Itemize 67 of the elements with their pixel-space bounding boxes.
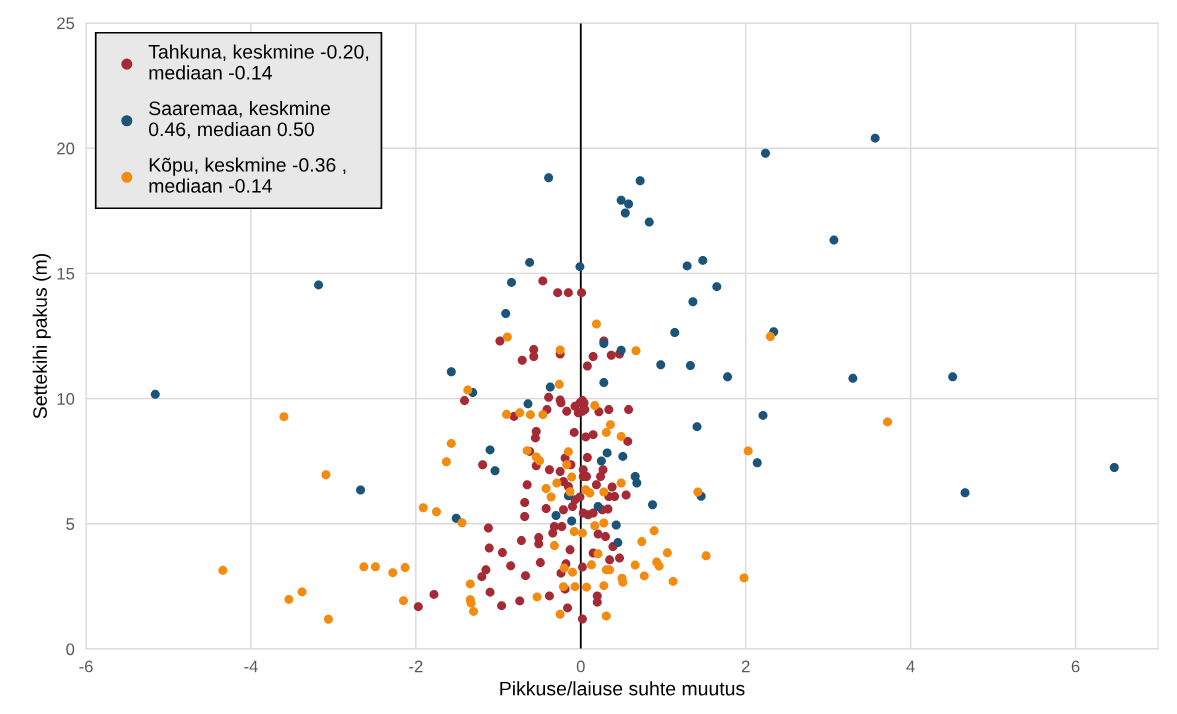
point [656, 360, 666, 370]
point [593, 502, 603, 512]
y-tick-label: 10 [57, 393, 75, 405]
point [446, 367, 456, 377]
x-tick-label: -2 [409, 660, 423, 673]
point [501, 308, 511, 318]
x-tick-label: -6 [79, 660, 93, 673]
point [523, 399, 533, 409]
point [150, 389, 160, 399]
point [698, 255, 708, 265]
point [670, 327, 680, 337]
point [1109, 462, 1119, 472]
point [544, 173, 554, 183]
point [613, 538, 623, 548]
point [575, 262, 585, 272]
x-tick-label: 6 [1071, 660, 1080, 673]
point [451, 513, 461, 523]
point [692, 422, 702, 432]
point [551, 511, 561, 521]
y-tick-label: 20 [57, 142, 75, 155]
point [596, 456, 606, 466]
point [948, 372, 958, 382]
point [620, 208, 630, 218]
point [712, 282, 722, 292]
point [567, 516, 577, 526]
point [616, 345, 626, 355]
point [829, 235, 839, 245]
point [644, 217, 654, 227]
point [618, 451, 628, 461]
x-tick-label: 2 [741, 660, 750, 673]
point [870, 133, 880, 143]
point [485, 445, 495, 455]
point [685, 361, 695, 371]
y-tick-label: 25 [57, 17, 75, 30]
x-axis-title: Pikkuse/laiuse suhte muutus [500, 681, 745, 696]
x-tick-label: 4 [906, 660, 915, 673]
point [356, 485, 366, 495]
point [611, 520, 621, 530]
x-tick-label: -4 [244, 660, 258, 673]
legend-label: Tahkuna, keskmine -0.20, mediaan -0.14 [148, 44, 369, 80]
point [490, 466, 500, 476]
point [848, 373, 858, 383]
point [723, 372, 733, 382]
y-axis-title: Settekihi pakus (m) [32, 253, 51, 419]
x-tick-label: 0 [576, 660, 585, 673]
point [599, 378, 609, 388]
point [635, 176, 645, 186]
point [960, 488, 970, 498]
legend-label: Saaremaa, keskmine 0.46, mediaan 0.50 [148, 100, 330, 139]
y-tick-label: 0 [66, 643, 75, 656]
point [758, 410, 768, 420]
point [525, 257, 535, 267]
point [648, 500, 658, 510]
point [616, 195, 626, 205]
y-tick-label: 5 [66, 518, 75, 530]
point [545, 382, 555, 392]
point [602, 448, 612, 458]
point [624, 199, 634, 209]
point [688, 297, 698, 307]
point [682, 261, 692, 271]
point [314, 280, 324, 290]
point [632, 478, 642, 488]
point [760, 148, 770, 158]
point [752, 458, 762, 468]
legend-label: Kõpu, keskmine -0.36 , mediaan -0.14 [149, 157, 346, 193]
point [507, 277, 516, 287]
y-tick-label: 15 [57, 267, 75, 280]
